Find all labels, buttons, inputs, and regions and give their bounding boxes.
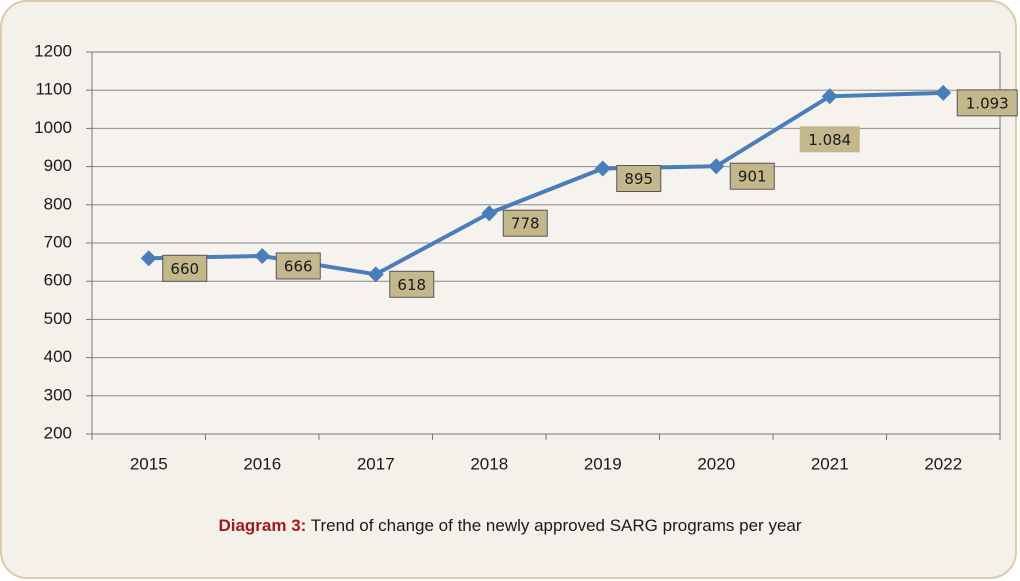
caption: Diagram 3: Trend of change of the newly … — [218, 516, 801, 535]
x-tick-label: 2015 — [130, 454, 168, 473]
value-label: 895 — [624, 170, 653, 188]
y-tick-label: 1000 — [34, 118, 72, 137]
value-label: 1.084 — [808, 131, 851, 149]
x-tick-label: 2018 — [470, 454, 508, 473]
y-tick-label: 1200 — [34, 41, 72, 60]
value-label: 1.093 — [966, 94, 1009, 112]
y-tick-label: 900 — [44, 156, 72, 175]
y-tick-label: 700 — [44, 232, 72, 251]
x-tick-label: 2022 — [924, 454, 962, 473]
x-tick-label: 2016 — [243, 454, 281, 473]
y-tick-label: 400 — [44, 347, 72, 366]
x-tick-label: 2021 — [811, 454, 849, 473]
y-tick-label: 1100 — [35, 80, 72, 99]
y-tick-label: 800 — [44, 194, 72, 213]
y-tick-label: 300 — [44, 385, 72, 404]
caption-text: Trend of change of the newly approved SA… — [311, 516, 802, 535]
y-tick-label: 600 — [44, 271, 72, 290]
value-label: 618 — [397, 276, 426, 294]
x-tick-label: 2019 — [584, 454, 622, 473]
value-label: 660 — [170, 260, 199, 278]
value-label: 778 — [511, 215, 540, 233]
value-label: 901 — [738, 168, 767, 186]
x-tick-label: 2017 — [357, 454, 395, 473]
y-tick-label: 200 — [44, 423, 72, 442]
value-label: 666 — [284, 257, 313, 275]
chart: Diagram 3: Trend of change of the newly … — [0, 0, 1020, 581]
y-tick-label: 500 — [44, 309, 72, 328]
x-tick-label: 2020 — [697, 454, 735, 473]
caption-label: Diagram 3: — [218, 516, 306, 535]
